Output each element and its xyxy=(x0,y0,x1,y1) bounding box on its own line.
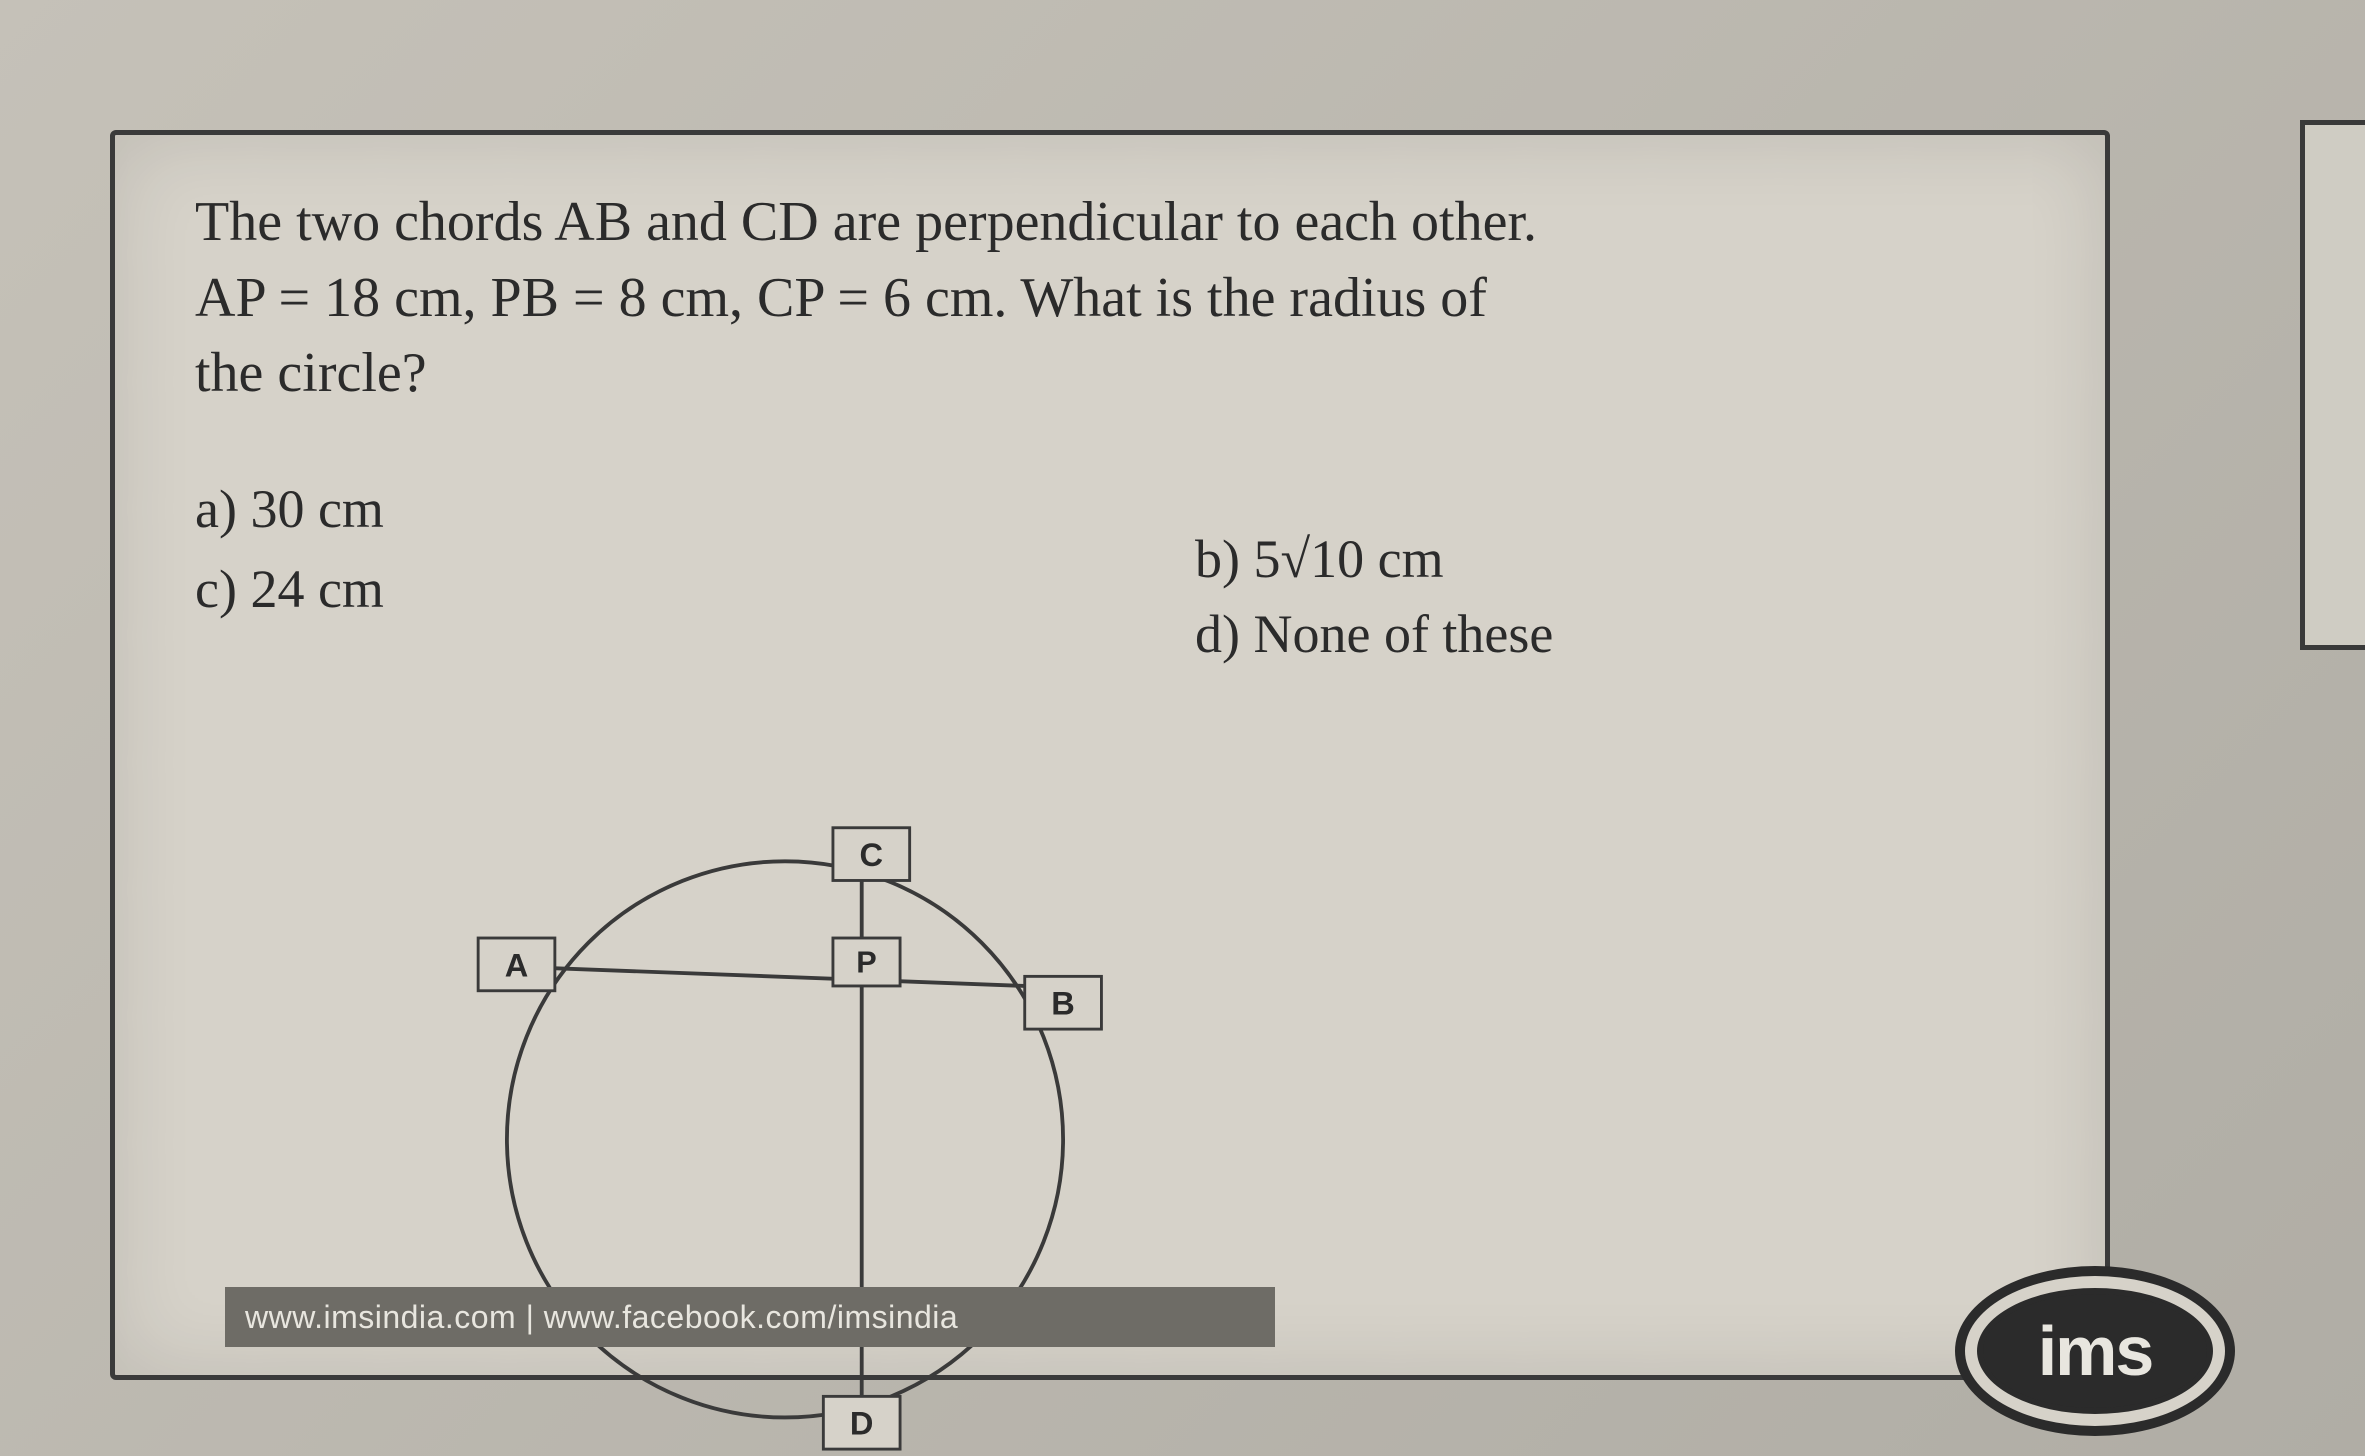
svg-text:B: B xyxy=(1051,985,1075,1022)
geometry-diagram: A B C D P xyxy=(395,775,1175,1456)
svg-text:D: D xyxy=(850,1405,874,1442)
question-line-3: the circle? xyxy=(195,342,427,404)
option-b: b) 5√10 cm xyxy=(1195,522,1444,598)
ims-logo: ims xyxy=(1955,1266,2235,1436)
page: The two chords AB and CD are perpendicul… xyxy=(0,0,2365,1456)
question-line-1: The two chords AB and CD are perpendicul… xyxy=(195,191,1537,253)
question-line-2: AP = 18 cm, PB = 8 cm, CP = 6 cm. What i… xyxy=(195,267,1487,329)
chord-ab xyxy=(517,967,1025,986)
option-c: c) 24 cm xyxy=(195,552,384,628)
label-d: D xyxy=(823,1396,900,1449)
svg-text:A: A xyxy=(505,946,529,983)
option-a: a) 30 cm xyxy=(195,472,384,548)
label-p: P xyxy=(833,938,900,986)
question-text: The two chords AB and CD are perpendicul… xyxy=(195,185,2035,412)
svg-text:C: C xyxy=(860,836,884,873)
footer-bar: www.imsindia.com | www.facebook.com/imsi… xyxy=(225,1287,1275,1347)
adjacent-card-edge xyxy=(2300,120,2365,650)
svg-text:P: P xyxy=(856,945,876,980)
option-d: d) None of these xyxy=(1195,597,1553,673)
label-a: A xyxy=(478,938,555,991)
label-c: C xyxy=(833,828,910,881)
question-card: The two chords AB and CD are perpendicul… xyxy=(110,130,2110,1380)
logo-text: ims xyxy=(1977,1288,2213,1414)
label-b: B xyxy=(1025,976,1102,1029)
